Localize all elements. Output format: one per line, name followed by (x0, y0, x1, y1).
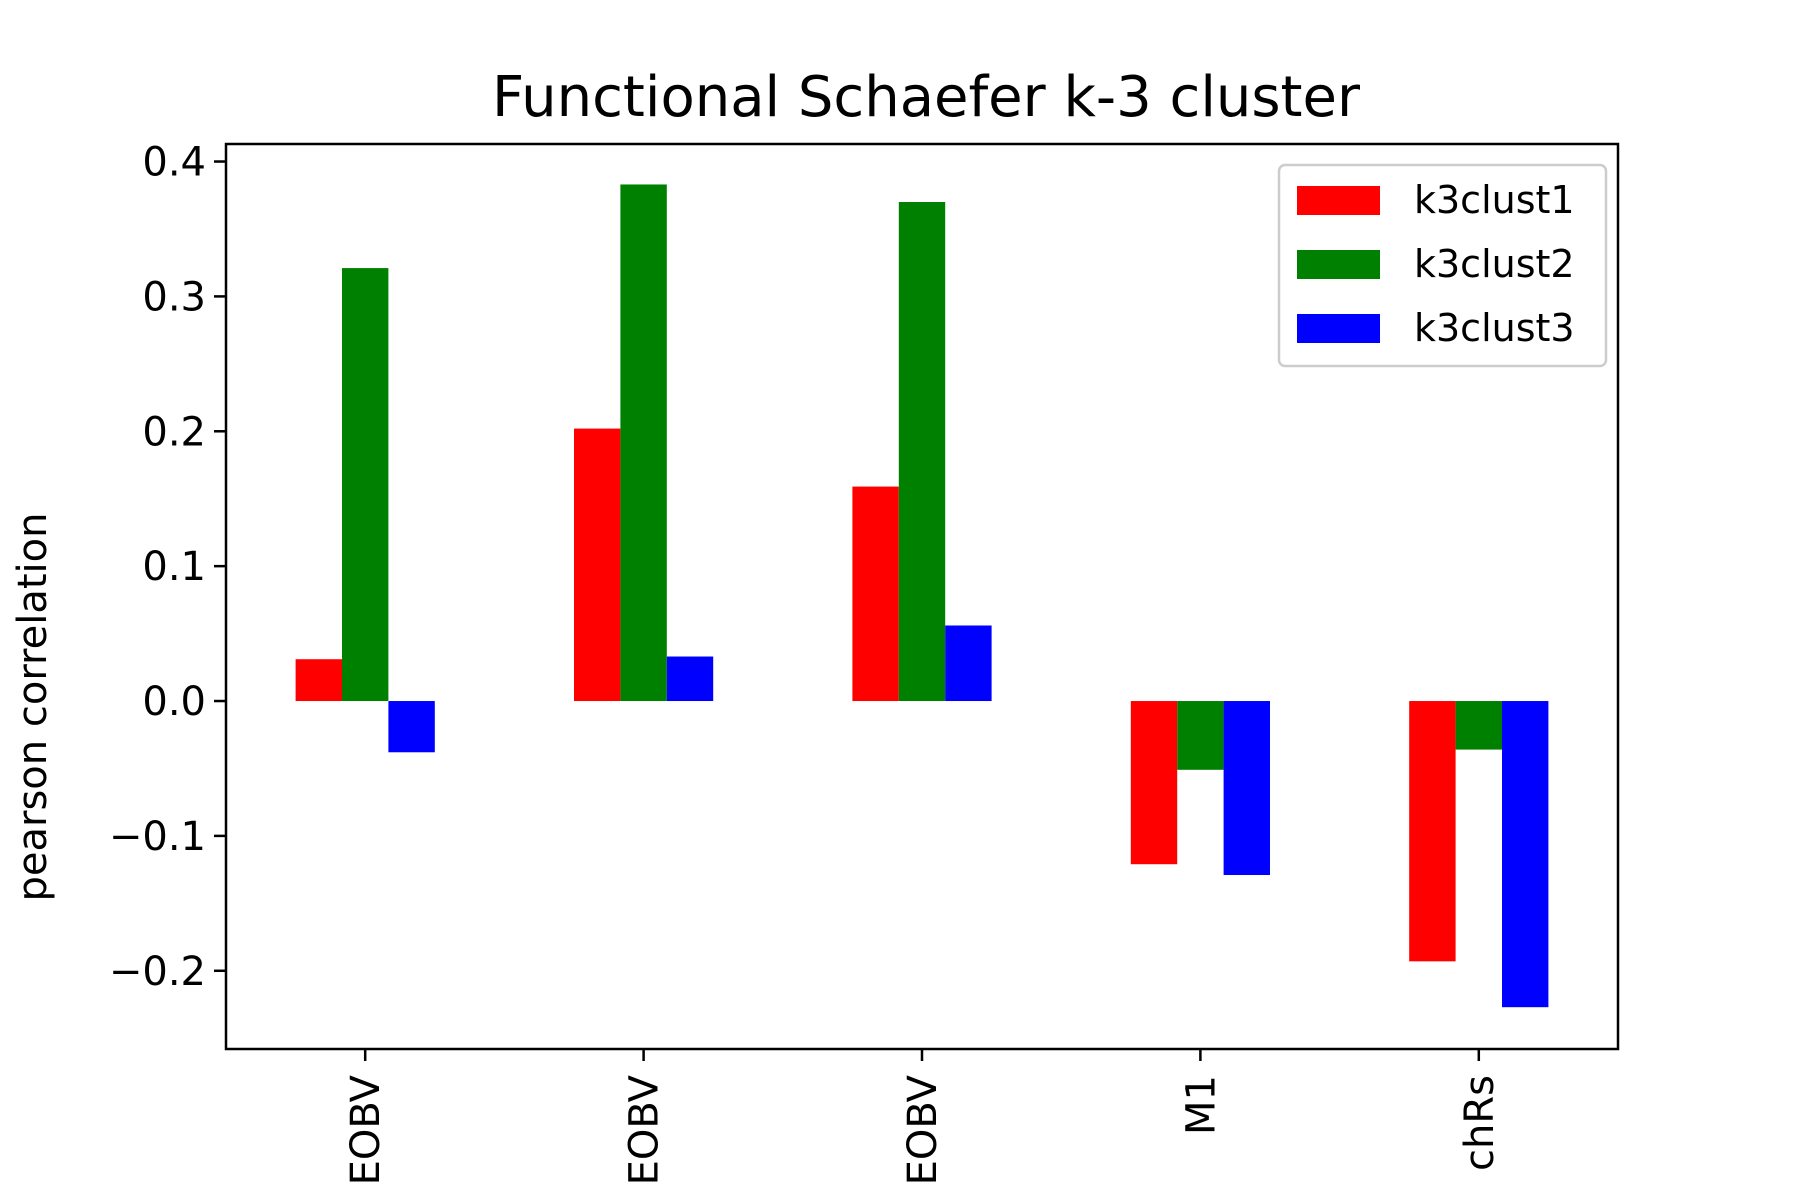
bar-k3clust1-3 (1130, 701, 1178, 865)
bar-k3clust2-3 (1177, 701, 1224, 770)
bar-k3clust2-0 (342, 268, 389, 702)
y-axis-label: pearson correlation (10, 513, 56, 902)
bar-k3clust1-4 (1409, 701, 1456, 962)
legend-label-k3clust3: k3clust3 (1414, 306, 1575, 350)
y-tick-label: 0.0 (142, 679, 206, 725)
legend-swatch-k3clust3 (1297, 314, 1380, 343)
bar-k3clust3-1 (666, 656, 714, 702)
legend: k3clust1 k3clust2 k3clust3 (1277, 163, 1608, 368)
bar-k3clust2-2 (898, 201, 946, 702)
bars-layer (295, 184, 1549, 1008)
x-tick-label: EOBV (622, 1074, 668, 1185)
chart-title: Functional Schaefer k-3 cluster (492, 65, 1361, 130)
bar-k3clust1-2 (852, 486, 899, 702)
bar-k3clust2-4 (1455, 701, 1502, 750)
y-tick-label: 0.4 (142, 140, 206, 186)
x-axis: EOBV EOBV EOBV M1 chRs (343, 1049, 1503, 1185)
x-tick-label: EOBV (343, 1074, 389, 1185)
bar-k3clust3-2 (945, 625, 992, 702)
x-tick-label: M1 (1178, 1075, 1224, 1135)
y-tick-label: −0.2 (109, 949, 206, 995)
bar-k3clust2-1 (620, 184, 667, 702)
bar-k3clust1-1 (574, 428, 621, 702)
y-tick-label: 0.1 (142, 544, 206, 590)
y-tick-label: −0.1 (109, 814, 206, 860)
y-tick-label: 0.3 (142, 274, 206, 320)
legend-label-k3clust2: k3clust2 (1414, 242, 1575, 286)
legend-swatch-k3clust1 (1297, 186, 1380, 215)
y-axis: 0.4 0.3 0.2 0.1 0.0 −0.1 −0.2 (109, 140, 226, 995)
legend-label-k3clust1: k3clust1 (1414, 178, 1575, 222)
bar-k3clust3-4 (1502, 701, 1549, 1008)
bar-k3clust3-3 (1223, 701, 1270, 876)
x-tick-label: EOBV (900, 1074, 946, 1185)
x-tick-label: chRs (1457, 1075, 1503, 1171)
legend-swatch-k3clust2 (1297, 250, 1380, 279)
bar-k3clust1-0 (295, 659, 342, 702)
y-tick-label: 0.2 (142, 409, 206, 455)
bar-k3clust3-0 (388, 701, 435, 753)
